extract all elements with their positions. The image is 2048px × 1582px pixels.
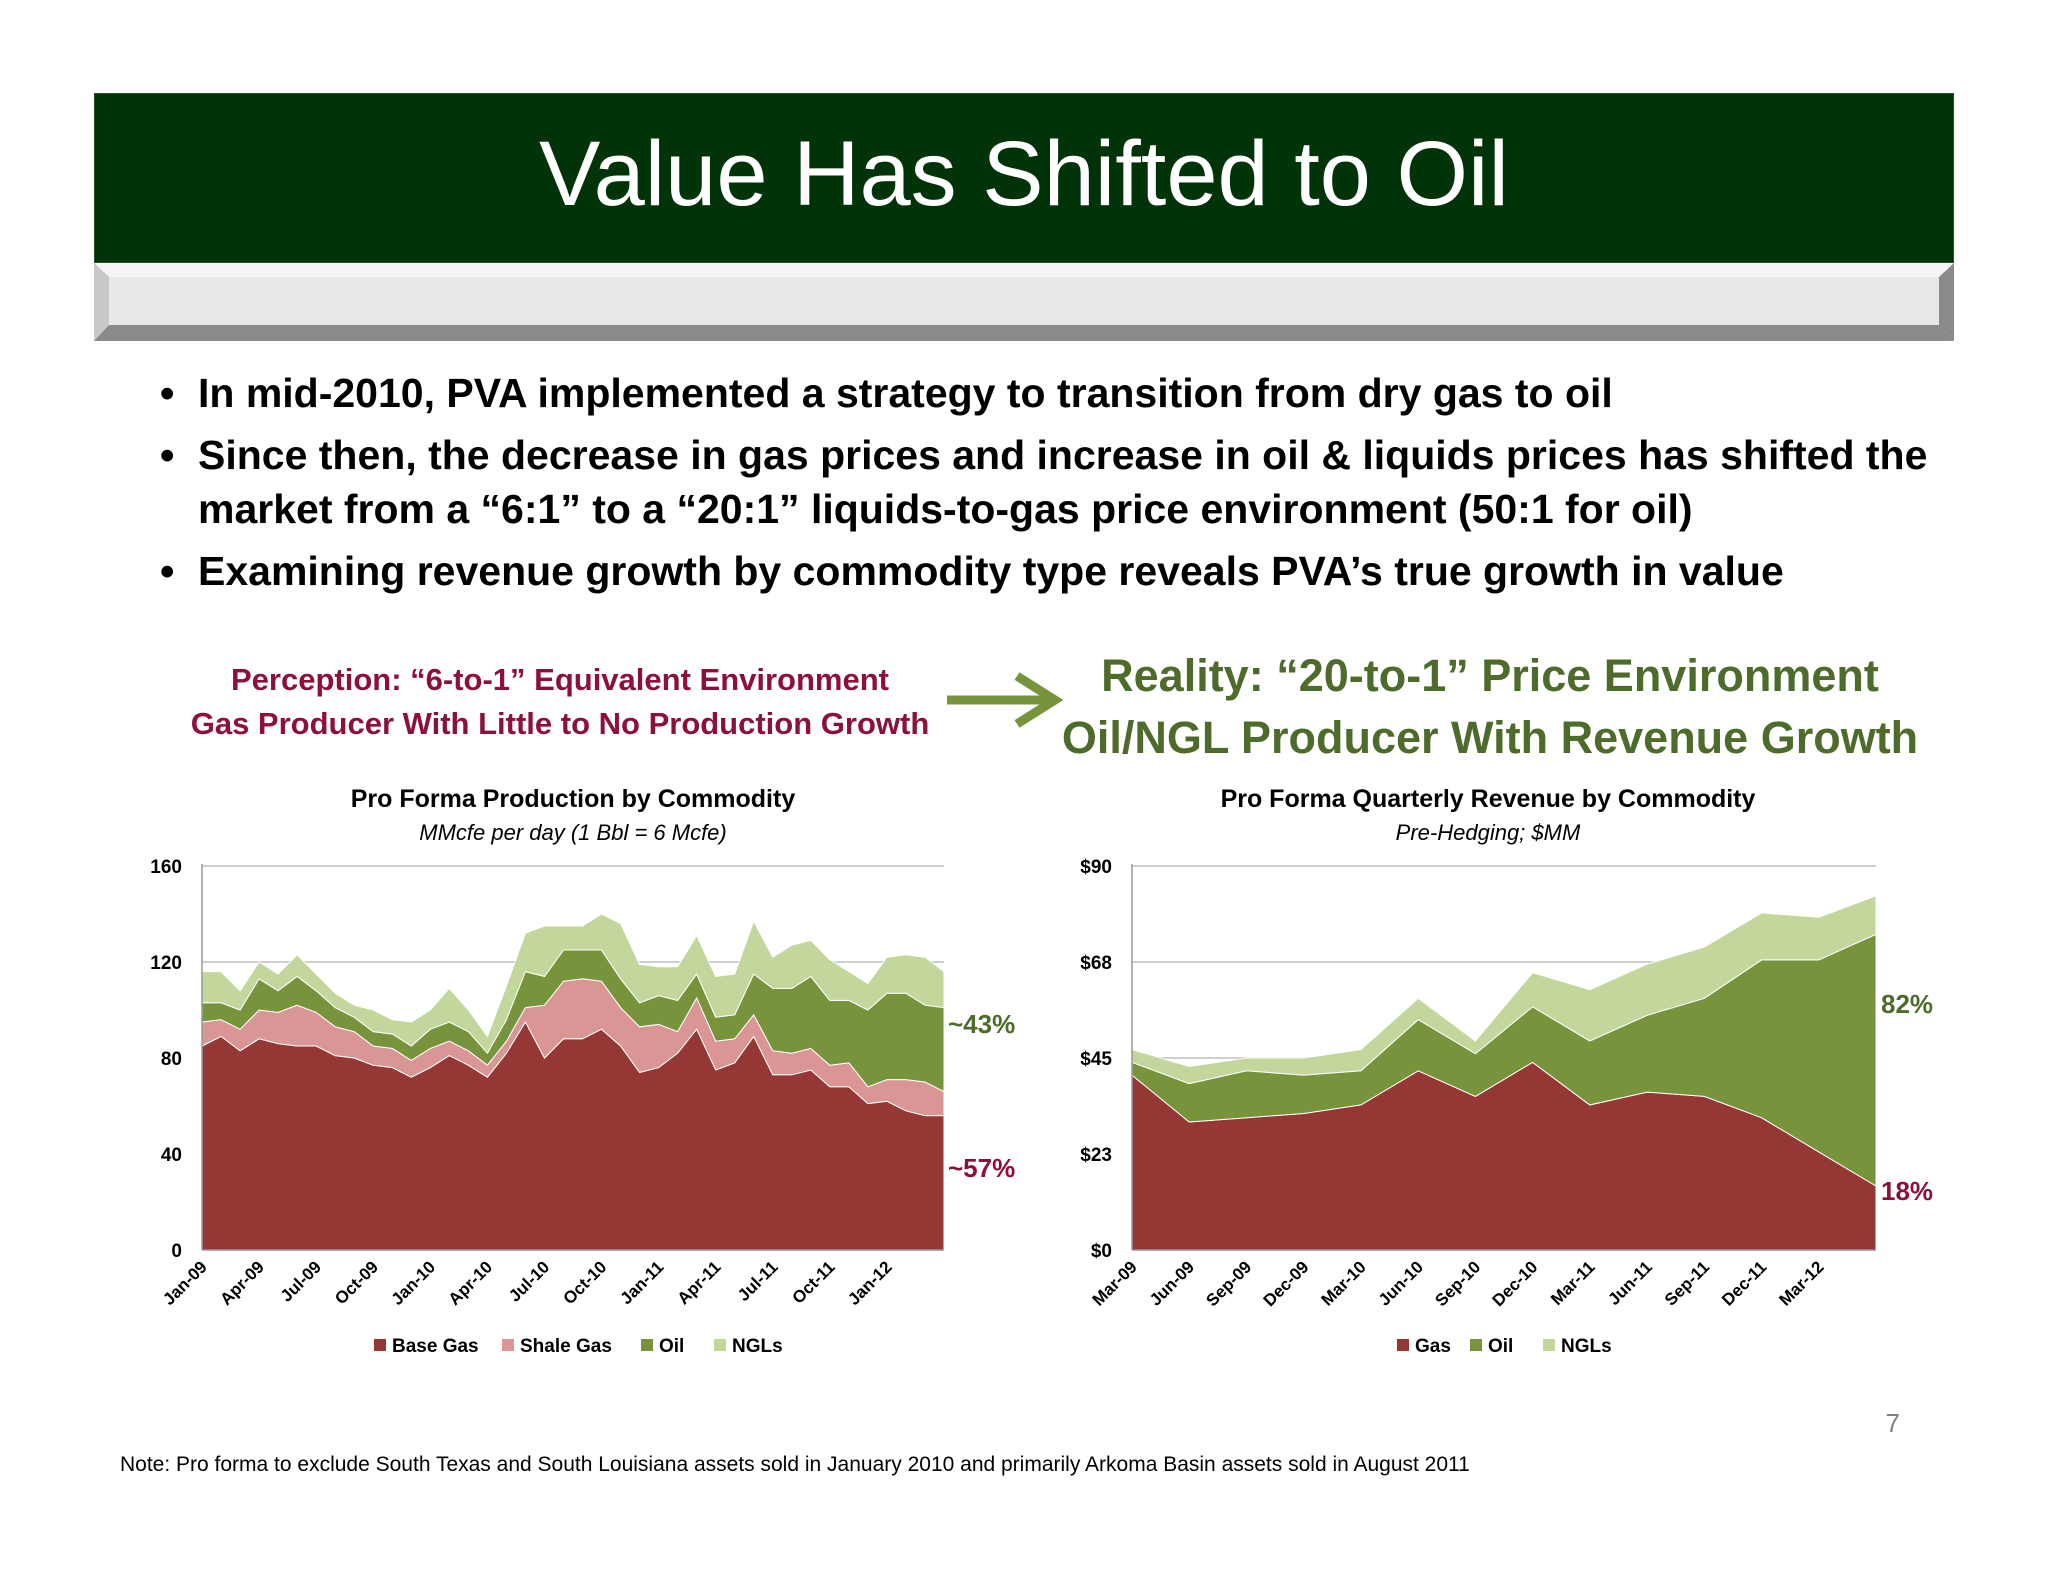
reality-heading: Reality: “20-to-1” Price Environment Oil…: [1040, 645, 1940, 769]
x-tick-label: Apr-10: [445, 1257, 497, 1309]
chart-title: Pro Forma Quarterly Revenue by Commodity: [1221, 785, 1756, 813]
x-tick-label: Apr-09: [216, 1257, 268, 1309]
perception-heading: Perception: “6-to-1” Equivalent Environm…: [160, 658, 960, 746]
x-tick-label: Jun-09: [1146, 1257, 1198, 1309]
x-tick-label: Jun-10: [1375, 1257, 1427, 1309]
x-tick-label: Dec-09: [1260, 1257, 1313, 1310]
bullet-text: In mid-2010, PVA implemented a strategy …: [198, 370, 1613, 416]
y-tick-label: 0: [171, 1241, 182, 1262]
bullet-dot: •: [160, 370, 175, 416]
x-tick-label: Dec-11: [1718, 1257, 1770, 1309]
y-tick-label: $0: [1091, 1241, 1112, 1262]
x-tick-label: Oct-11: [788, 1257, 838, 1307]
chart-subtitle: Pre-Hedging; $MM: [1396, 820, 1581, 845]
legend-swatch: [1397, 1339, 1409, 1351]
bullet-dot: •: [160, 432, 175, 478]
x-tick-label: Sep-09: [1202, 1257, 1255, 1310]
x-tick-label: Oct-09: [331, 1257, 382, 1308]
x-tick-label: Dec-10: [1489, 1257, 1542, 1310]
x-tick-label: Jul-11: [734, 1257, 782, 1305]
x-tick-label: Jan-10: [388, 1257, 440, 1309]
oil-share-label: ~43%: [948, 1009, 1015, 1039]
legend-label: NGLs: [1561, 1336, 1612, 1357]
slide-title: Value Has Shifted to Oil: [539, 123, 1509, 225]
x-tick-label: Jul-09: [277, 1257, 325, 1305]
y-tick-label: $68: [1080, 953, 1112, 974]
legend-label: Shale Gas: [520, 1336, 612, 1357]
x-tick-label: Jan-12: [844, 1257, 896, 1309]
legend-swatch: [714, 1339, 726, 1351]
y-tick-label: $45: [1080, 1049, 1112, 1070]
perception-line-1: Perception: “6-to-1” Equivalent Environm…: [231, 662, 889, 697]
legend-swatch: [1543, 1339, 1555, 1351]
gas-share-label: ~57%: [948, 1153, 1015, 1183]
y-tick-label: 120: [150, 953, 182, 974]
reality-line-1: Reality: “20-to-1” Price Environment: [1101, 650, 1879, 701]
bullet-dot: •: [160, 548, 175, 594]
x-tick-label: Mar-11: [1547, 1257, 1599, 1309]
x-tick-label: Apr-11: [674, 1257, 725, 1308]
arrow-right-icon: [947, 672, 1064, 728]
legend-label: NGLs: [732, 1336, 783, 1357]
x-tick-label: Jun-11: [1604, 1257, 1656, 1309]
bullet-list: • In mid-2010, PVA implemented a strategy…: [160, 366, 1940, 606]
x-tick-label: Oct-10: [560, 1257, 611, 1308]
y-tick-label: 40: [161, 1145, 182, 1166]
chart-title: Pro Forma Production by Commodity: [351, 785, 796, 813]
legend-swatch: [1470, 1339, 1482, 1351]
bullet-item: • In mid-2010, PVA implemented a strategy…: [160, 366, 1940, 420]
x-tick-label: Jul-10: [505, 1257, 553, 1305]
y-tick-label: $23: [1080, 1145, 1112, 1166]
x-tick-label: Jan-09: [159, 1257, 211, 1309]
bullet-text: Since then, the decrease in gas prices a…: [198, 432, 1928, 532]
reality-line-2: Oil/NGL Producer With Revenue Growth: [1061, 712, 1919, 763]
legend-label: Oil: [1488, 1336, 1513, 1357]
x-tick-label: Jan-11: [617, 1257, 668, 1308]
x-tick-label: Mar-12: [1775, 1257, 1827, 1309]
y-tick-label: $90: [1080, 857, 1112, 878]
legend-label: Base Gas: [392, 1336, 479, 1357]
legend-label: Oil: [659, 1336, 684, 1357]
area-series-ngls: [1131, 895, 1877, 1085]
title-bar: Value Has Shifted to Oil: [94, 93, 1954, 263]
bullet-item: • Examining revenue growth by commodity t…: [160, 544, 1940, 598]
gas-share-label: 18%: [1881, 1176, 1933, 1206]
legend-swatch: [502, 1339, 514, 1351]
legend-swatch: [641, 1339, 653, 1351]
page-number: 7: [1885, 1408, 1900, 1438]
legend-label: Gas: [1415, 1336, 1451, 1357]
y-tick-label: 80: [161, 1049, 182, 1070]
footnote: Note: Pro forma to exclude South Texas a…: [120, 1453, 1470, 1476]
perception-line-2: Gas Producer With Little to No Productio…: [190, 706, 930, 741]
x-tick-label: Sep-10: [1431, 1257, 1484, 1310]
area-series-ngls: [201, 913, 945, 1055]
oil-share-label: 82%: [1881, 989, 1933, 1019]
legend-swatch: [374, 1339, 386, 1351]
x-tick-label: Mar-09: [1089, 1257, 1141, 1309]
title-bevel: [94, 263, 1954, 341]
bullet-text: Examining revenue growth by commodity ty…: [198, 548, 1784, 594]
x-tick-label: Sep-11: [1661, 1257, 1713, 1309]
chart-subtitle: MMcfe per day (1 Bbl = 6 Mcfe): [419, 820, 727, 845]
x-tick-label: Mar-10: [1318, 1257, 1370, 1309]
y-tick-label: 160: [150, 857, 182, 878]
bullet-item: • Since then, the decrease in gas prices …: [160, 428, 1940, 536]
